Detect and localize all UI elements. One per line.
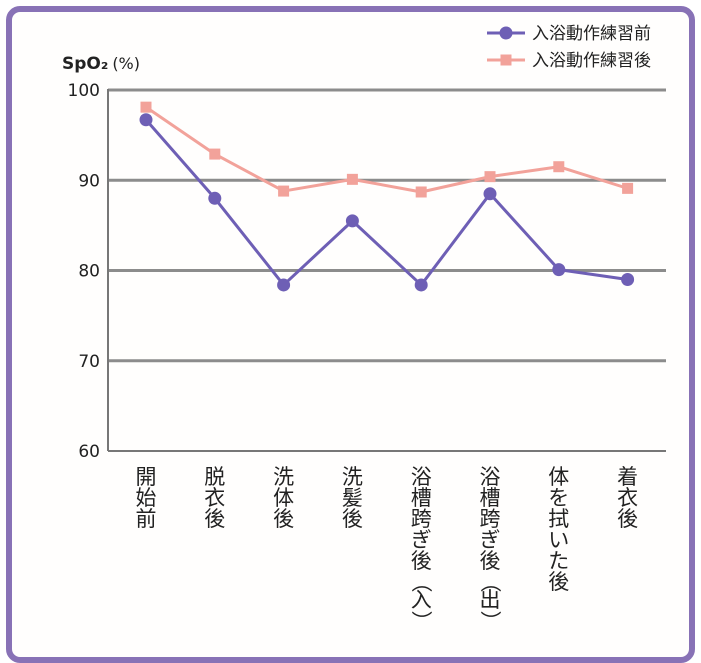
x-tick-char: ） <box>409 611 433 632</box>
x-tick-char: （ <box>409 572 433 593</box>
x-tick-label-4: 洗髪後 <box>342 465 363 531</box>
legend-item-1: 入浴動作練習前 <box>487 24 651 44</box>
x-tick-char: 後 <box>342 507 363 531</box>
axes: 10090807060開始前脱衣後洗体後洗髪後浴槽跨ぎ後（入）浴槽跨ぎ後（出）体… <box>68 81 666 632</box>
series-2-point-6 <box>484 171 496 183</box>
y-tick-label-70: 70 <box>78 352 100 372</box>
series-1-point-4 <box>345 214 359 228</box>
x-tick-char: ） <box>478 611 502 632</box>
x-tick-label-1: 開始前 <box>136 465 157 531</box>
x-tick-char: 体 <box>273 486 294 510</box>
y-tick-label-60: 60 <box>78 442 100 462</box>
legend-label-1: 入浴動作練習前 <box>532 24 651 44</box>
x-tick-char: ぎ <box>480 528 501 552</box>
x-tick-char: 跨 <box>411 507 432 531</box>
x-tick-char: 衣 <box>617 486 638 510</box>
x-tick-char: 開 <box>136 465 157 489</box>
x-tick-char: 始 <box>136 486 157 510</box>
chart: 10090807060開始前脱衣後洗体後洗髪後浴槽跨ぎ後（入）浴槽跨ぎ後（出）体… <box>62 24 666 632</box>
x-tick-char: た <box>548 549 569 573</box>
chart-frame <box>6 6 695 663</box>
legend-item-2: 入浴動作練習後 <box>487 51 651 71</box>
legend-marker-2 <box>500 54 512 66</box>
x-tick-char: 後 <box>273 507 294 531</box>
x-tick-char: 後 <box>480 549 501 573</box>
series-1-point-1 <box>139 113 153 127</box>
x-tick-char: を <box>548 486 569 510</box>
x-tick-char: 出 <box>480 588 501 612</box>
series <box>139 101 635 292</box>
series-1-point-8 <box>621 273 635 287</box>
x-tick-char: 前 <box>136 507 157 531</box>
series-1-point-5 <box>414 278 428 292</box>
series-2-point-4 <box>346 173 358 185</box>
y-axis-label: SpO₂ (%) <box>62 54 140 74</box>
x-tick-char: い <box>548 528 569 552</box>
x-tick-char: 後 <box>548 570 569 594</box>
x-tick-char: 後 <box>617 507 638 531</box>
x-tick-char: 洗 <box>273 465 294 489</box>
y-axis-unit: (%) <box>112 54 140 73</box>
y-tick-label-90: 90 <box>78 171 100 191</box>
series-2-point-1 <box>140 101 152 113</box>
x-tick-char: 拭 <box>548 507 569 531</box>
series-2-point-3 <box>278 185 290 197</box>
grid <box>108 88 666 363</box>
series-1-point-6 <box>483 187 497 201</box>
x-tick-char: 洗 <box>342 465 363 489</box>
y-tick-label-100: 100 <box>68 81 100 101</box>
x-tick-char: 槽 <box>480 486 501 510</box>
series-1-point-7 <box>552 263 566 277</box>
x-tick-label-8: 着衣後 <box>617 465 638 531</box>
x-tick-char: 浴 <box>411 465 432 489</box>
series-line-1 <box>144 118 628 287</box>
x-tick-char: 後 <box>411 549 432 573</box>
x-tick-char: 髪 <box>342 486 363 510</box>
x-tick-char: 跨 <box>480 507 501 531</box>
legend-label-2: 入浴動作練習後 <box>532 51 651 71</box>
x-tick-label-2: 脱衣後 <box>204 465 225 531</box>
series-2-point-7 <box>553 161 565 173</box>
x-tick-char: 槽 <box>411 486 432 510</box>
y-tick-label-80: 80 <box>78 262 100 282</box>
x-tick-label-3: 洗体後 <box>273 465 294 531</box>
x-tick-char: ぎ <box>411 528 432 552</box>
x-tick-char: 入 <box>411 588 432 612</box>
series-line-2 <box>145 105 629 194</box>
series-2-point-8 <box>622 182 634 194</box>
series-2-point-5 <box>415 186 427 198</box>
x-tick-char: （ <box>478 572 502 593</box>
legend-marker-1 <box>499 26 513 40</box>
x-tick-char: 衣 <box>204 486 225 510</box>
series-2-point-2 <box>209 148 221 160</box>
series-1-point-3 <box>277 278 291 292</box>
y-axis-title: SpO₂ <box>62 54 108 74</box>
x-tick-char: 着 <box>617 465 638 489</box>
x-tick-char: 浴 <box>480 465 501 489</box>
x-tick-char: 体 <box>548 465 569 489</box>
x-tick-char: 後 <box>204 507 225 531</box>
series-1-point-2 <box>208 191 222 205</box>
x-tick-char: 脱 <box>204 465 225 489</box>
